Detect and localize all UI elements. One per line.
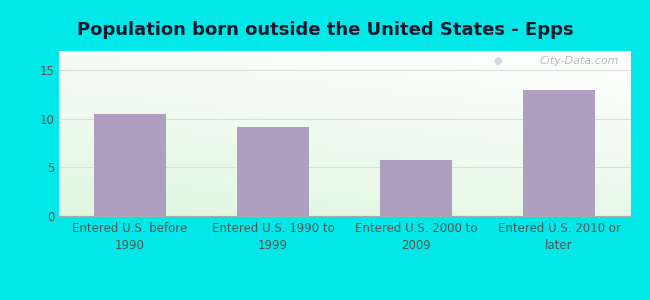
Bar [523,90,595,216]
Bar [380,160,452,216]
Text: Population born outside the United States - Epps: Population born outside the United State… [77,21,573,39]
Text: City-Data.com: City-Data.com [540,56,619,66]
Bar [94,114,166,216]
Text: ●: ● [493,56,502,66]
Bar [237,127,309,216]
